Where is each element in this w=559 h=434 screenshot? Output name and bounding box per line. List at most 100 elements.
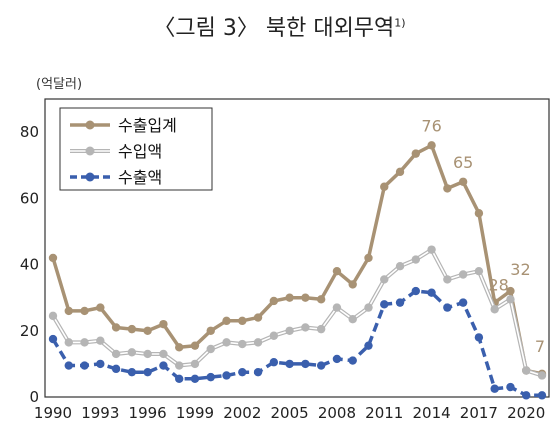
data-point — [80, 306, 89, 316]
legend-item: 수출입계 — [70, 116, 177, 135]
data-point — [348, 314, 357, 324]
data-point — [96, 336, 105, 345]
data-point — [190, 359, 200, 369]
data-label: 76 — [421, 116, 441, 135]
data-point — [427, 141, 436, 150]
data-point — [380, 182, 389, 191]
data-label: 65 — [453, 153, 473, 172]
data-point — [285, 326, 294, 335]
data-point — [269, 296, 279, 306]
y-tick-label: 20 — [20, 322, 39, 340]
legend-item: 수출액 — [70, 168, 162, 187]
data-point — [443, 303, 452, 312]
unit-label: (억달러) — [36, 77, 82, 92]
data-point — [443, 184, 452, 193]
data-point — [127, 324, 137, 334]
data-point — [127, 348, 137, 357]
data-point — [506, 382, 515, 392]
y-tick-label: 80 — [20, 123, 39, 141]
x-tick-label: 2008 — [318, 404, 356, 422]
data-point — [316, 361, 326, 370]
legend-label: 수출입계 — [118, 116, 177, 135]
plot-frame — [44, 98, 550, 398]
data-point — [222, 338, 231, 347]
data-point — [174, 361, 184, 370]
data-point — [474, 209, 484, 218]
series-2 — [48, 286, 547, 400]
y-tick-label: 40 — [20, 256, 39, 274]
data-point — [269, 358, 279, 367]
data-point — [48, 334, 58, 344]
data-point — [143, 349, 152, 359]
data-point — [380, 300, 389, 309]
series-1 — [48, 245, 547, 380]
data-point — [458, 270, 468, 279]
data-point — [348, 356, 357, 365]
data-point — [490, 305, 499, 314]
data-point — [238, 316, 247, 326]
data-point — [411, 255, 421, 264]
x-tick-label: 2002 — [223, 404, 261, 422]
data-point — [395, 167, 405, 177]
data-point — [332, 266, 342, 276]
data-point — [332, 354, 342, 364]
data-point — [522, 366, 531, 375]
data-point — [206, 326, 215, 335]
data-point — [458, 177, 468, 186]
data-point — [159, 349, 168, 359]
data-point — [506, 295, 515, 304]
title-footnote: 1) — [394, 16, 406, 30]
data-point — [411, 149, 421, 158]
series-line — [51, 289, 542, 398]
y-tick-label: 0 — [29, 388, 39, 406]
data-point — [316, 324, 326, 334]
data-point — [474, 333, 484, 342]
x-tick-label: 1996 — [129, 404, 167, 422]
data-point — [522, 391, 531, 400]
data-point — [143, 367, 152, 377]
data-point — [301, 323, 310, 332]
x-tick-label: 1993 — [81, 404, 119, 422]
legend-marker — [85, 146, 95, 156]
data-point — [190, 341, 200, 350]
data-point — [174, 374, 184, 383]
data-point — [80, 338, 89, 347]
data-point — [348, 280, 357, 289]
data-point — [395, 298, 405, 307]
data-point — [380, 275, 389, 284]
data-point — [159, 319, 168, 329]
x-axis: 1990 1993 1996 1999 2002 2005 2008 2011 2014 2017… — [34, 404, 545, 422]
data-label: 28 — [488, 275, 508, 294]
data-point — [427, 245, 436, 254]
x-tick-label: 2017 — [460, 404, 498, 422]
data-point — [458, 298, 468, 307]
data-point — [395, 262, 405, 271]
data-point — [48, 253, 58, 263]
data-point — [364, 341, 373, 350]
data-point — [490, 384, 499, 393]
data-point — [111, 364, 121, 374]
data-point — [159, 361, 168, 370]
data-point — [364, 303, 373, 312]
legend-label: 수입액 — [118, 142, 162, 161]
data-point — [443, 275, 452, 284]
data-point — [174, 343, 184, 352]
x-tick-label: 2014 — [412, 404, 450, 422]
data-point — [253, 367, 263, 377]
data-point — [64, 306, 73, 316]
legend-item: 수입액 — [70, 142, 162, 161]
data-point — [253, 313, 263, 322]
data-point — [64, 338, 73, 347]
data-point — [96, 303, 105, 312]
data-point — [111, 323, 121, 332]
data-point — [190, 374, 200, 383]
data-point — [143, 326, 152, 335]
legend-marker — [85, 120, 95, 130]
legend-label: 수출액 — [118, 168, 162, 187]
x-tick-label: 1990 — [34, 404, 72, 422]
data-point — [222, 371, 231, 380]
data-point — [238, 367, 247, 377]
